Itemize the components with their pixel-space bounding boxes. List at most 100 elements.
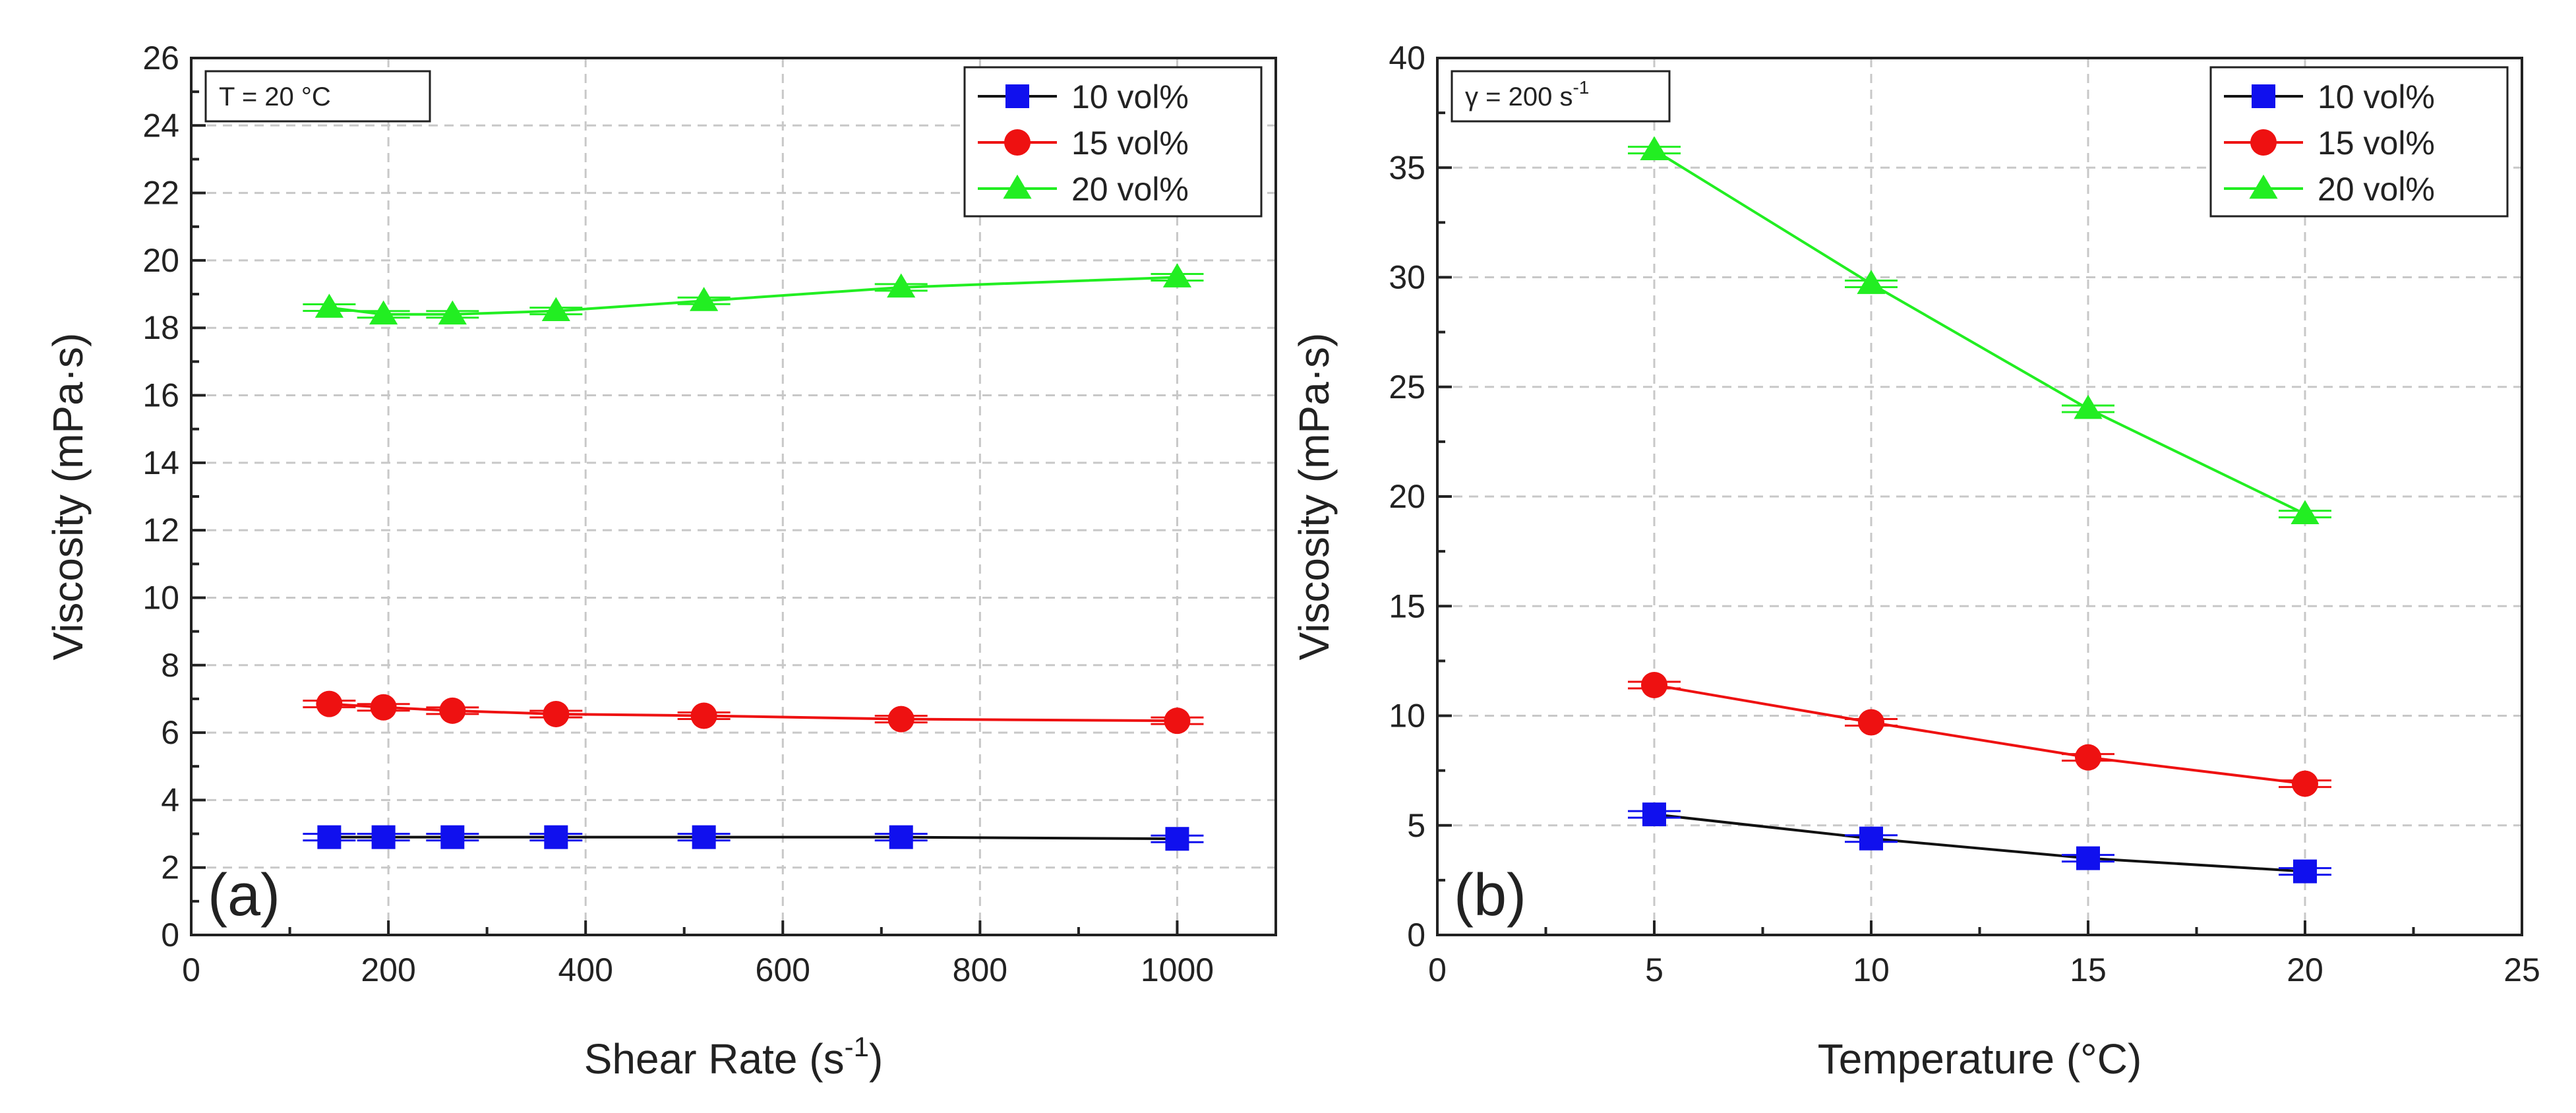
data-point-a <box>889 825 913 849</box>
y-tick-label-a: 20 <box>142 242 179 279</box>
data-point-a <box>371 825 396 849</box>
y-tick-label-b: 35 <box>1389 149 1425 186</box>
y-axis-title-a: Viscosity (mPa·s) <box>44 333 92 661</box>
x-tick-label-a: 600 <box>756 951 810 988</box>
data-point-a <box>370 694 397 721</box>
y-tick-label-a: 4 <box>161 781 179 818</box>
annotation-text-b: γ = 200 s-1 <box>1465 77 1589 111</box>
data-point-a <box>544 825 568 849</box>
series-b-1 <box>1628 671 2331 797</box>
data-point-b <box>2291 500 2320 524</box>
x-tick-label-b: 15 <box>2070 951 2107 988</box>
legend-label-a: 15 vol% <box>1071 125 1189 162</box>
series-a-2 <box>303 263 1204 325</box>
data-point-b <box>2075 744 2101 771</box>
y-tick-label-b: 0 <box>1407 917 1425 953</box>
x-tick-label-b: 0 <box>1428 951 1447 988</box>
data-point-b <box>1859 826 1883 851</box>
y-tick-label-a: 18 <box>142 309 179 346</box>
legend-marker-a <box>1005 84 1029 108</box>
legend-label-a: 20 vol% <box>1071 171 1189 208</box>
y-tick-label-a: 0 <box>161 917 179 953</box>
chart-panel-b: 0 5 10 15 20 25 30 35 40 0 5 10 15 20 25 Temperature (°… <box>1290 40 2540 1083</box>
data-point-a <box>692 825 716 849</box>
data-point-b <box>1858 709 1884 736</box>
y-tick-label-b: 30 <box>1389 259 1425 296</box>
y-tick-label-b: 25 <box>1389 369 1425 406</box>
data-point-a <box>440 825 465 849</box>
x-tick-label-a: 0 <box>182 951 200 988</box>
y-tick-label-a: 8 <box>161 647 179 684</box>
legend-b: 10 vol% 15 vol% 20 vol% <box>2209 66 2509 218</box>
x-tick-label-b: 5 <box>1645 951 1663 988</box>
legend-marker-a <box>1004 129 1031 156</box>
x-tick-label-a: 1000 <box>1141 951 1214 988</box>
series-line-b <box>1654 683 2306 785</box>
data-point-a <box>369 300 398 325</box>
legend-marker-b <box>2250 129 2277 156</box>
y-tick-label-b: 40 <box>1389 40 1425 76</box>
y-tick-label-a: 12 <box>142 512 179 549</box>
x-tick-label-b: 25 <box>2503 951 2540 988</box>
y-tick-label-b: 20 <box>1389 478 1425 515</box>
y-tick-label-a: 14 <box>142 444 179 481</box>
y-tick-label-a: 26 <box>142 40 179 76</box>
y-tick-label-a: 2 <box>161 849 179 886</box>
data-point-a <box>690 287 719 311</box>
y-tick-label-a: 16 <box>142 377 179 414</box>
data-point-a <box>317 825 342 849</box>
legend-label-b: 10 vol% <box>2318 78 2435 115</box>
data-point-b <box>2292 770 2318 797</box>
y-axis-title-b: Viscosity (mPa·s) <box>1290 333 1338 661</box>
x-tick-label-a: 200 <box>361 951 415 988</box>
data-point-b <box>1640 136 1669 161</box>
data-point-a <box>316 690 343 717</box>
series-a-1 <box>303 690 1204 735</box>
y-tick-label-a: 24 <box>142 107 179 144</box>
legend-label-b: 20 vol% <box>2318 171 2435 208</box>
series-b-0 <box>1628 802 2331 884</box>
legend-label-a: 10 vol% <box>1071 78 1189 115</box>
y-tick-label-a: 22 <box>142 175 179 212</box>
data-point-b <box>2076 846 2100 870</box>
data-point-a <box>439 697 466 724</box>
data-point-a <box>543 700 570 727</box>
y-tick-label-b: 15 <box>1389 587 1425 624</box>
data-point-b <box>1642 802 1666 827</box>
data-point-a <box>541 297 570 322</box>
y-tick-label-a: 10 <box>142 579 179 616</box>
legend-a: 10 vol% 15 vol% 20 vol% <box>963 66 1263 218</box>
data-point-a <box>1162 263 1192 287</box>
data-point-a <box>315 293 344 318</box>
panel-label-b: (b) <box>1454 862 1526 928</box>
series-line-b <box>1653 148 2306 516</box>
x-tick-label-b: 10 <box>1853 951 1890 988</box>
data-point-a <box>887 706 914 733</box>
data-point-a <box>887 273 916 298</box>
data-point-a <box>690 702 717 729</box>
data-point-a <box>438 300 467 325</box>
legend-marker-a <box>1003 174 1032 199</box>
x-axis-title-a: Shear Rate (s-1) <box>584 1031 884 1083</box>
data-point-a <box>1165 827 1189 851</box>
data-point-b <box>2293 859 2317 884</box>
data-point-b <box>1857 270 1886 294</box>
y-tick-label-a: 6 <box>161 714 179 751</box>
x-tick-label-a: 800 <box>953 951 1007 988</box>
legend-marker-b <box>2249 174 2278 199</box>
data-point-b <box>2074 394 2103 419</box>
annotation-text-a: T = 20 °C <box>219 82 331 111</box>
x-tick-label-a: 400 <box>558 951 613 988</box>
panel-label-a: (a) <box>208 862 280 928</box>
data-point-b <box>1641 671 1667 698</box>
y-tick-label-b: 5 <box>1407 807 1425 844</box>
legend-marker-b <box>2252 84 2275 108</box>
x-tick-label-b: 20 <box>2287 951 2323 988</box>
legend-label-b: 15 vol% <box>2318 125 2435 162</box>
x-axis-title-b: Temperature (°C) <box>1818 1035 2142 1083</box>
series-b-2 <box>1628 136 2331 524</box>
series-line-b <box>1654 813 2306 873</box>
annotation-box-a <box>204 70 431 123</box>
